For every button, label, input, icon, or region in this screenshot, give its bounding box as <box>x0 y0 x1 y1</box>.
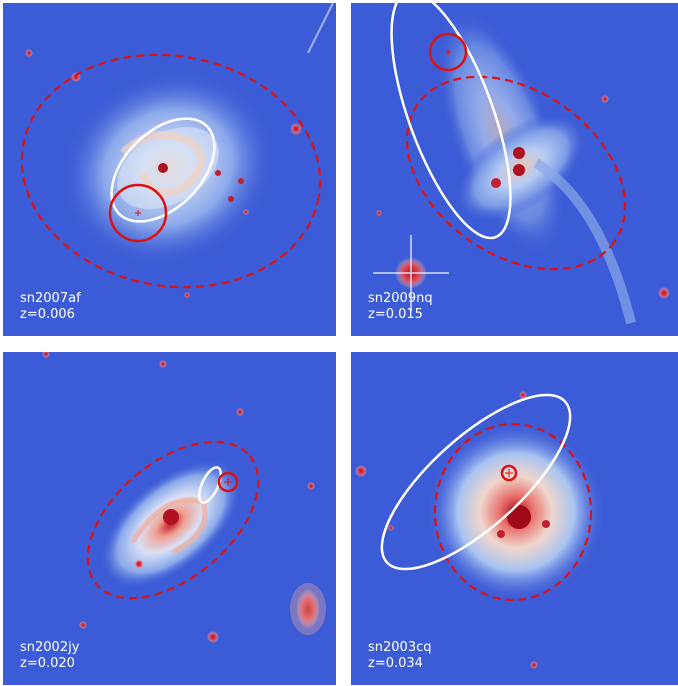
supernova-marker <box>135 210 141 216</box>
host-ellipse-dashed <box>86 440 260 600</box>
panel-label: sn2007af z=0.006 <box>20 291 81 323</box>
supernova-name: sn2007af <box>20 291 81 306</box>
host-ellipse-dashed <box>20 53 322 289</box>
redshift: z=0.015 <box>368 307 423 322</box>
panel-sn2002jy: sn2002jy z=0.020 <box>3 352 336 685</box>
supernova-circle <box>500 464 518 482</box>
supernova-name: sn2009nq <box>368 291 433 306</box>
panel-sn2003cq: sn2003cq z=0.034 <box>351 352 678 685</box>
white-ellipse <box>390 3 512 240</box>
panel-label: sn2002jy z=0.020 <box>20 640 79 672</box>
host-galaxy-image-sn2003cq <box>351 352 678 685</box>
supernova-circle <box>108 183 168 243</box>
panel-label: sn2003cq z=0.034 <box>368 640 432 672</box>
host-galaxy-image-sn2007af <box>3 3 336 336</box>
panel-sn2007af: sn2007af z=0.006 <box>3 3 336 336</box>
supernova-marker <box>445 49 451 55</box>
redshift: z=0.006 <box>20 307 75 322</box>
supernova-circle <box>428 32 468 72</box>
panel-label: sn2009nq z=0.015 <box>368 291 433 323</box>
host-galaxy-image-sn2009nq <box>351 3 678 336</box>
white-ellipse <box>110 117 216 223</box>
host-ellipse-dashed <box>433 422 593 602</box>
white-ellipse <box>380 393 572 571</box>
supernova-marker <box>224 478 232 486</box>
supernova-marker <box>505 469 513 477</box>
supernova-name: sn2002jy <box>20 640 80 655</box>
host-ellipse-dashed <box>405 75 627 271</box>
redshift: z=0.034 <box>368 656 423 671</box>
host-galaxy-image-sn2002jy <box>3 352 336 685</box>
white-ellipse <box>197 466 223 504</box>
redshift: z=0.020 <box>20 656 75 671</box>
panel-sn2009nq: sn2009nq z=0.015 <box>351 3 678 336</box>
supernova-circle <box>217 471 239 493</box>
supernova-name: sn2003cq <box>368 640 432 655</box>
